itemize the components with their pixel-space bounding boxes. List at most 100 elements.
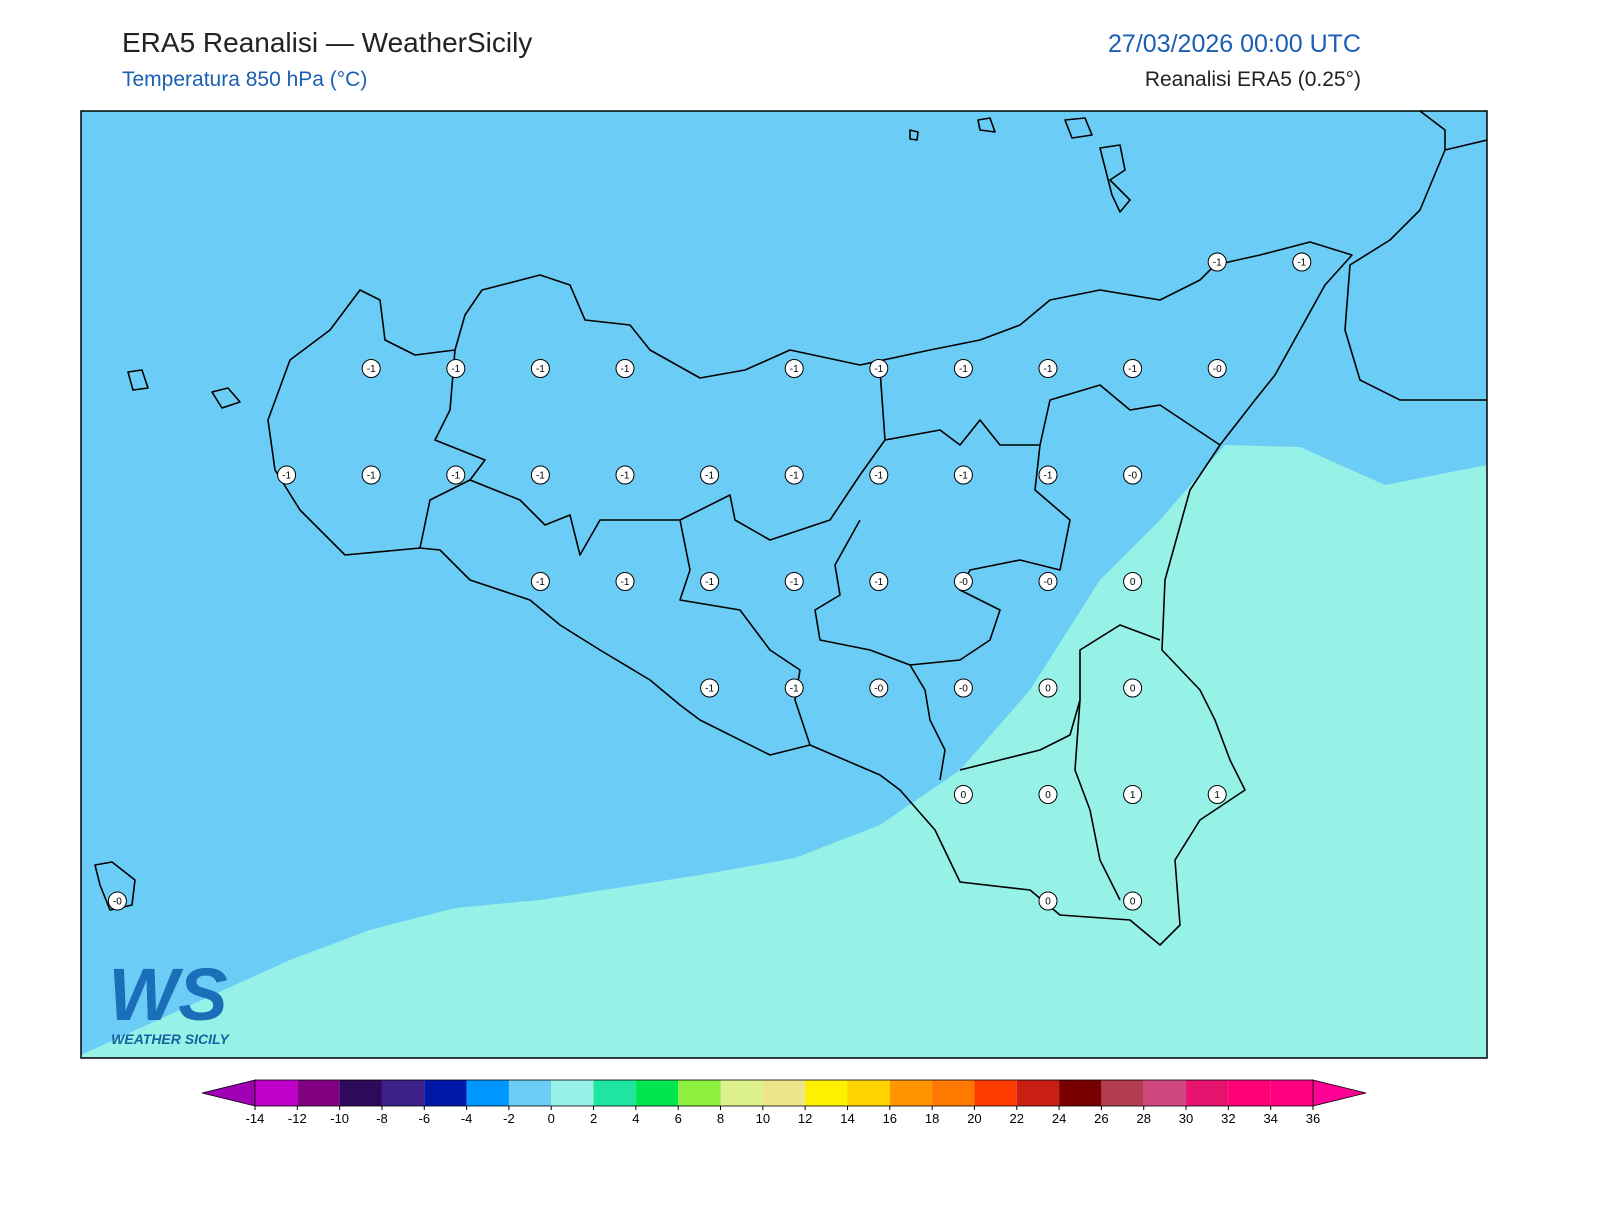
grid-point-label: -1 [790,577,799,588]
colorbar-tick-label: 30 [1179,1111,1193,1126]
colorbar-swatch [1186,1080,1229,1106]
colorbar-swatch [974,1080,1017,1106]
colorbar-under [201,1079,256,1107]
colorbar-tick-label: -2 [503,1111,515,1126]
grid-point [869,465,889,485]
grid-point-label: -0 [1128,471,1137,482]
grid-point-label: -1 [536,577,545,588]
colorbar-tick-label: -4 [461,1111,473,1126]
grid-point-label: -1 [874,471,883,482]
colorbar-tick-label: 28 [1136,1111,1150,1126]
colorbar-swatch [847,1080,890,1106]
grid-point [1038,465,1058,485]
colorbar-tick-label: 36 [1306,1111,1320,1126]
coastline [1344,111,1487,401]
coastline [267,241,1353,946]
date: 27/03/2026 00:00 UTC [1108,30,1361,58]
colorbar-over [1312,1079,1367,1107]
colorbar-swatch [678,1080,721,1106]
grid-point-label: -1 [874,577,883,588]
grid-point [361,359,381,378]
grid-point [953,359,973,378]
grid-point [530,465,550,485]
title: ERA5 Reanalisi — WeatherSicily [122,27,532,58]
grid-point-label: -1 [959,471,968,482]
grid-point-label: 1 [1214,790,1220,801]
colorbar-swatch [762,1080,806,1106]
grid-point [615,359,635,378]
colorbar-swatch [508,1080,552,1106]
grid-point-label: -0 [874,684,883,695]
grid-point-label: -1 [536,471,545,482]
grid-point [700,572,720,591]
map-frame [80,110,1488,1059]
grid-point-label: -1 [1213,258,1222,269]
grid-point-label: -0 [1213,364,1222,375]
colorbar-swatch [635,1080,679,1106]
colorbar-swatch [339,1080,382,1106]
grid-point [530,572,550,591]
grid-point-label: -0 [113,897,122,908]
grid-point [953,572,973,591]
logo-text: WEATHER SICILY [111,1031,230,1047]
grid-point-label: -1 [959,364,968,375]
grid-point-label: -0 [959,577,968,588]
grid-point-label: 0 [1130,684,1136,695]
colorbar-swatch [466,1080,509,1106]
grid-point [1207,252,1227,272]
colorbar-tick-label: -6 [418,1111,430,1126]
grid-point-label: -1 [1044,364,1053,375]
grid-point-label: -1 [705,471,714,482]
colorbar-tick-label: -10 [330,1111,349,1126]
source: Reanalisi ERA5 (0.25°) [1145,68,1361,91]
grid-point [1123,785,1143,804]
colorbar-tick-label: -14 [246,1111,265,1126]
grid-point [1123,359,1143,378]
grid-point [107,891,127,911]
colorbar-tick-label: 6 [675,1111,682,1126]
colorbar-swatch [297,1080,340,1106]
colorbar-tick-label: 8 [717,1111,724,1126]
grid-point-label: -1 [621,471,630,482]
colorbar-swatch [1016,1080,1060,1106]
subtitle: Temperatura 850 hPa (°C) [122,68,367,91]
grid-point [1038,359,1058,378]
colorbar-tick-label: 34 [1263,1111,1277,1126]
grid-point-label: -1 [1044,471,1053,482]
grid-point [953,785,973,804]
grid-point [277,465,297,485]
grid-point [1123,465,1143,485]
grid-point [615,465,635,485]
grid-point [784,359,804,378]
grid-point-label: 0 [1045,790,1051,801]
grid-point-label: -1 [790,364,799,375]
grid-point [446,359,466,378]
grid-point-label: 0 [1130,897,1136,908]
colorbar-tick-label: 4 [632,1111,639,1126]
grid-point [446,465,466,485]
grid-point [1038,572,1058,591]
grid-point [953,678,973,698]
grid-point-label: -1 [1297,258,1306,269]
grid-point-label: -1 [282,471,291,482]
grid-point-label: -0 [1044,577,1053,588]
grid-point [1123,572,1143,591]
colorbar-swatch [805,1080,848,1106]
grid-point [1207,785,1227,804]
grid-point [784,678,804,698]
grid-point-label: -1 [790,471,799,482]
grid-point [953,465,973,485]
grid-point-label: -1 [451,364,460,375]
grid-point-label: -1 [874,364,883,375]
grid-point [869,359,889,378]
colorbar-tick-label: 0 [548,1111,555,1126]
colorbar-swatch [1101,1080,1144,1106]
map [81,111,1487,1058]
colorbar-swatch [889,1080,933,1106]
colorbar-tick-label: 20 [967,1111,981,1126]
colorbar-swatch [1270,1080,1313,1106]
colorbar-frame [254,1079,1314,1107]
grid-point [700,465,720,485]
